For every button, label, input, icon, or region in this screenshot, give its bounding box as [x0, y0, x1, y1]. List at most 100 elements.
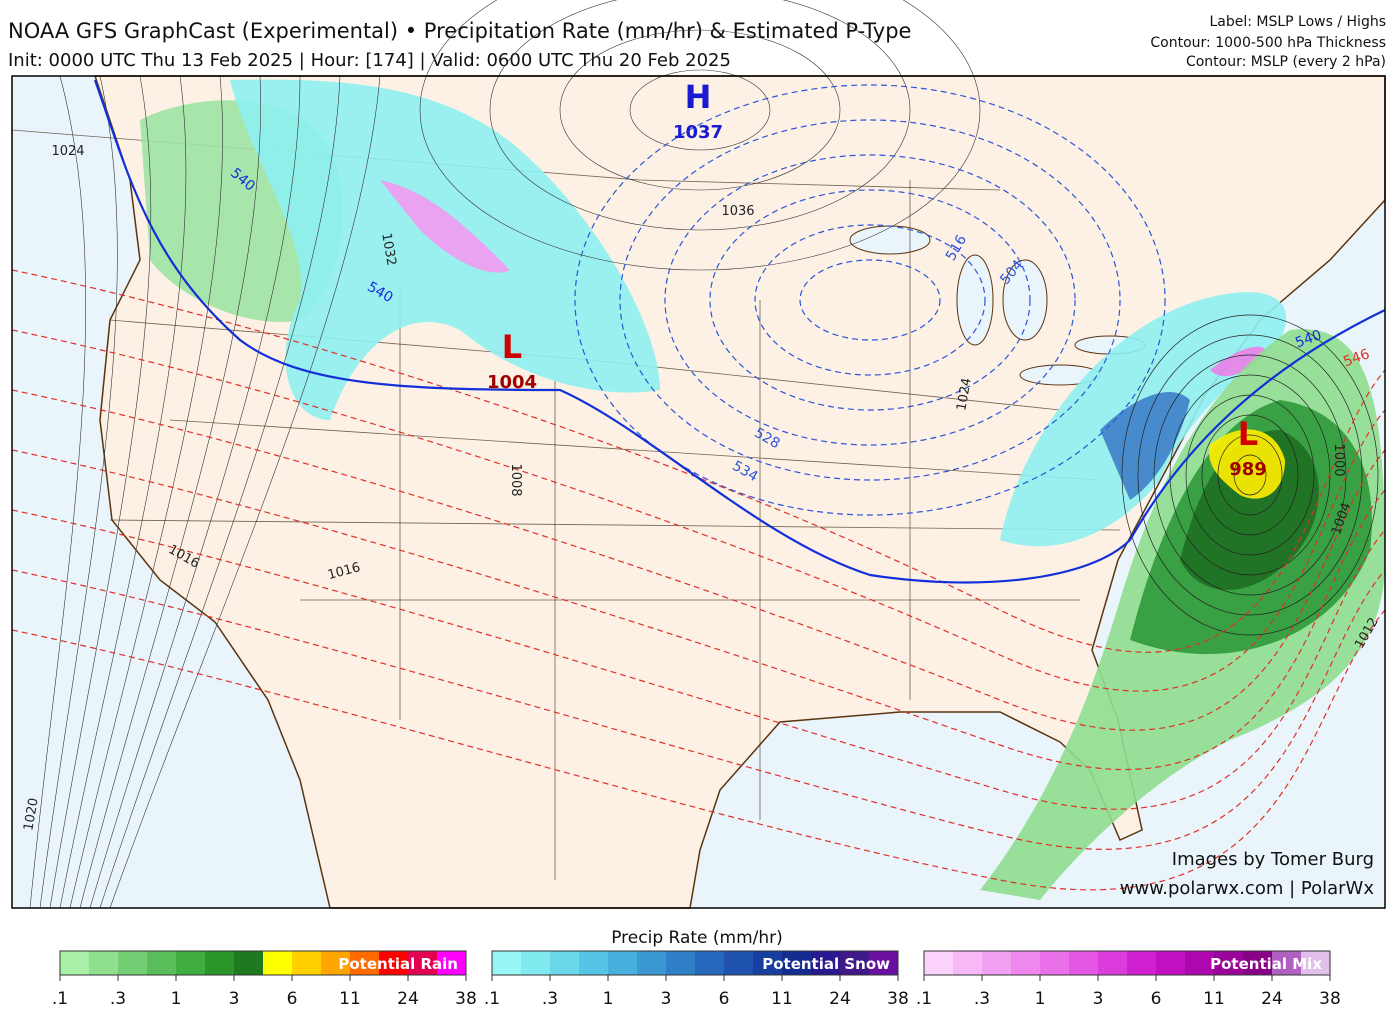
isobar: [109, 75, 381, 909]
isobar: [1137, 334, 1363, 616]
colorbar-tick-label: 3: [1093, 989, 1104, 1009]
colorbar-tick-label: 11: [771, 989, 793, 1009]
precip-area: [1100, 391, 1190, 500]
colorbar-tick-label: 38: [1319, 989, 1341, 1009]
isobar: [39, 75, 118, 909]
isobar-label: 1000: [1331, 443, 1346, 476]
colorbar-segment: [1272, 951, 1302, 975]
isobar: [29, 75, 86, 909]
isobar-label: 1036: [721, 204, 754, 219]
credit: Images by Tomer Burg: [1172, 849, 1374, 870]
isobar: [59, 75, 187, 909]
thickness-line: [11, 389, 1386, 731]
colorbar-tick-label: 24: [1261, 989, 1283, 1009]
colorbar-segment: [953, 951, 983, 975]
thickness-line: [664, 154, 1076, 446]
lake: [956, 254, 994, 346]
pressure-value: 989: [1229, 459, 1267, 480]
thickness-line: [619, 119, 1121, 481]
colorbar-tick-label: 6: [287, 989, 298, 1009]
isobar: [49, 75, 152, 909]
isobar-label: 1008: [508, 463, 523, 496]
isobar: [1121, 314, 1379, 636]
isobar: [1233, 454, 1267, 496]
isobar: [559, 29, 841, 191]
colorbar-segment: [176, 951, 206, 975]
colorbar-tick-label: .3: [542, 989, 558, 1009]
thickness-line: [11, 269, 1386, 653]
colorbar-label: Potential Mix: [1210, 955, 1322, 973]
colorbar-segment: [379, 951, 409, 975]
thickness-line: [11, 509, 1386, 810]
colorbar-segment: [782, 951, 812, 975]
colorbar-tick-label: 3: [229, 989, 240, 1009]
colorbar-tick-label: 1: [171, 989, 182, 1009]
colorbar-tick-label: 38: [455, 989, 477, 1009]
colorbar-segment: [811, 951, 841, 975]
legend-line: Label: MSLP Lows / Highs: [1209, 14, 1386, 30]
colorbar-segment: [637, 951, 667, 975]
isobar: [489, 0, 911, 231]
colorbar-frame: [59, 950, 467, 976]
colorbar-tick-label: 24: [829, 989, 851, 1009]
colorbar-title: Precip Rate (mm/hr): [611, 928, 783, 948]
colorbar-segment: [1011, 951, 1041, 975]
pressure-letter: L: [1238, 415, 1258, 453]
colorbar-tick-label: 6: [1151, 989, 1162, 1009]
colorbar-tick-label: .3: [974, 989, 990, 1009]
isobar-label: 1024: [51, 144, 84, 159]
precip-area: [1209, 429, 1285, 499]
colorbar-frame: [491, 950, 899, 976]
thickness-line: [11, 449, 1386, 770]
isobar: [1217, 434, 1283, 516]
colorbar-segment: [350, 951, 380, 975]
colorbar-segment: [205, 951, 235, 975]
colorbar-label: Potential Snow: [762, 955, 890, 973]
colorbar-segment: [1098, 951, 1128, 975]
colorbar-tick-label: 1: [603, 989, 614, 1009]
colorbar-segment: [869, 951, 899, 975]
thickness-line: [754, 224, 986, 376]
thickness-line: [574, 84, 1166, 516]
isobar: [99, 75, 341, 909]
colorbar-tick-label: 24: [397, 989, 419, 1009]
legend-line: Contour: MSLP (every 2 hPa): [1186, 54, 1386, 70]
isobar: [629, 69, 771, 151]
thickness-540: [93, 79, 1386, 584]
colorbar-segment: [60, 951, 90, 975]
isobar: [1201, 414, 1299, 536]
colorbar-segment: [147, 951, 177, 975]
credit: www.polarwx.com | PolarWx: [1120, 878, 1375, 899]
pressure-letter: H: [685, 78, 712, 116]
colorbar-segment: [753, 951, 783, 975]
colorbar-segment: [550, 951, 580, 975]
isobar-label: 1024: [954, 377, 975, 412]
colorbar-segment: [321, 951, 351, 975]
colorbar-segment: [1185, 951, 1215, 975]
pressure-value: 1037: [673, 122, 723, 143]
colorbar-segment: [1214, 951, 1244, 975]
isobar-label: 1020: [21, 797, 42, 832]
colorbar-segment: [840, 951, 870, 975]
colorbar-segment: [408, 951, 438, 975]
colorbar-tick-label: .3: [110, 989, 126, 1009]
colorbar-tick-label: 11: [1203, 989, 1225, 1009]
colorbar-segment: [1301, 951, 1331, 975]
colorbar-segment: [608, 951, 638, 975]
colorbar-segment: [437, 951, 467, 975]
thickness-line: [11, 609, 1386, 891]
colorbar-segment: [666, 951, 696, 975]
precip-area: [380, 180, 510, 273]
colorbar-segment: [521, 951, 551, 975]
colorbar-segment: [118, 951, 148, 975]
colorbar-tick-label: .1: [916, 989, 932, 1009]
thickness-line: [11, 569, 1386, 850]
isobar: [1153, 354, 1347, 596]
colorbar-segment: [234, 951, 264, 975]
colorbar-segment: [924, 951, 954, 975]
colorbar-tick-label: 1: [1035, 989, 1046, 1009]
